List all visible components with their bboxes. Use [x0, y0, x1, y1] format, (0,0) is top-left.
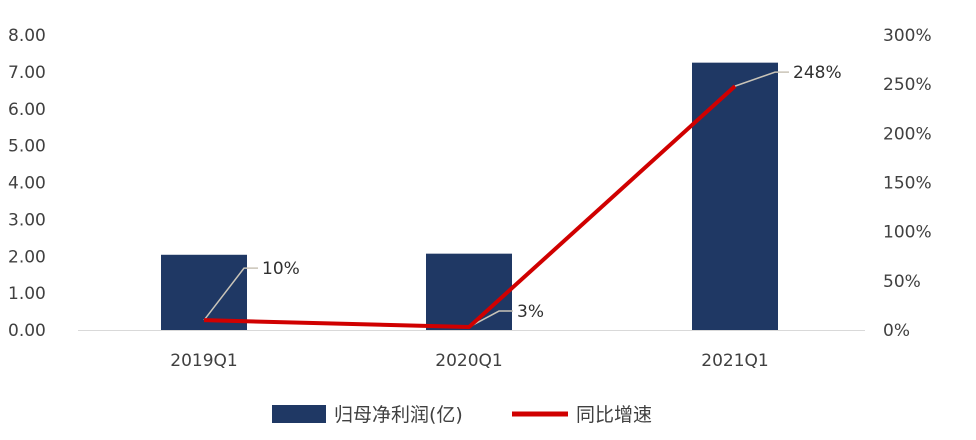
left-tick-label: 8.00	[8, 26, 46, 46]
bar-series	[161, 62, 778, 330]
right-tick-label: 250%	[883, 75, 932, 95]
legend-bar-label: 归母净利润(亿)	[334, 404, 463, 426]
category-label: 2019Q1	[170, 351, 237, 371]
legend: 归母净利润(亿) 同比增速	[272, 404, 652, 426]
left-tick-label: 7.00	[8, 63, 46, 83]
right-tick-label: 50%	[883, 272, 921, 292]
category-label: 2021Q1	[701, 351, 768, 371]
growth-line	[203, 84, 737, 330]
label-leader-lines	[203, 71, 789, 328]
legend-line-label: 同比增速	[576, 404, 652, 426]
data-labels: 10% 3% 248%	[262, 63, 842, 322]
leader-line	[203, 267, 258, 321]
right-tick-label: 150%	[883, 174, 932, 194]
category-label: 2020Q1	[435, 351, 502, 371]
data-label: 3%	[517, 302, 544, 322]
left-tick-label: 2.00	[8, 247, 46, 267]
left-tick-label: 5.00	[8, 137, 46, 157]
data-label: 248%	[793, 63, 842, 83]
right-tick-label: 200%	[883, 124, 932, 144]
left-axis: 0.00 1.00 2.00 3.00 4.00 5.00 6.00 7.00 8.00	[8, 26, 46, 341]
right-tick-label: 300%	[883, 26, 932, 46]
right-tick-label: 0%	[883, 321, 910, 341]
leader-line	[468, 310, 513, 328]
bar	[426, 253, 512, 330]
left-tick-label: 1.00	[8, 284, 46, 304]
bar	[161, 254, 247, 330]
bar	[692, 62, 778, 330]
data-label: 10%	[262, 259, 300, 279]
leader-line	[734, 71, 789, 87]
right-tick-label: 100%	[883, 223, 932, 243]
right-axis: 0% 50% 100% 150% 200% 250% 300%	[883, 26, 932, 341]
left-tick-label: 3.00	[8, 210, 46, 230]
legend-bar-swatch	[272, 405, 326, 423]
category-axis: 2019Q1 2020Q1 2021Q1	[170, 351, 768, 371]
left-tick-label: 4.00	[8, 174, 46, 194]
left-tick-label: 6.00	[8, 100, 46, 120]
left-tick-label: 0.00	[8, 321, 46, 341]
